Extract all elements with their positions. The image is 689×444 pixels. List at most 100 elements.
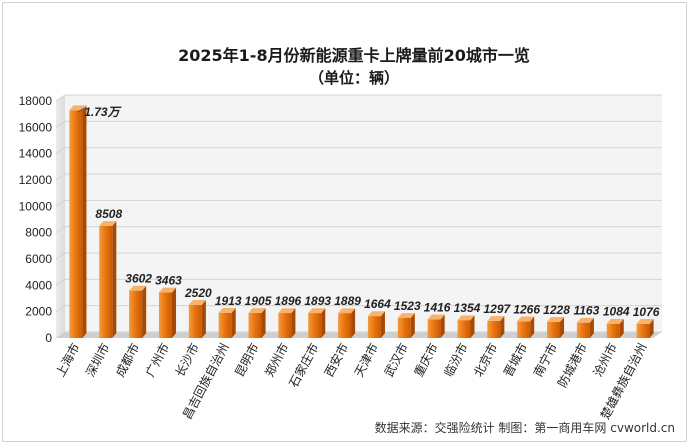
bar-front	[517, 321, 531, 338]
bar-side	[201, 300, 206, 338]
bar-front	[218, 312, 232, 338]
bar-front	[99, 225, 113, 338]
data-label: 1905	[245, 294, 272, 308]
bar-side	[560, 317, 565, 338]
x-tick-label: 沧州市	[590, 340, 620, 379]
data-label: 1896	[275, 294, 302, 308]
label-leader-line	[77, 107, 85, 113]
bar-front	[547, 321, 561, 338]
bar	[218, 308, 236, 338]
x-tick-label: 长沙市	[172, 340, 202, 379]
bar-side	[261, 308, 266, 338]
data-label: 8508	[95, 207, 122, 221]
x-tick-label: 武汉市	[381, 340, 411, 379]
bar-front	[69, 110, 83, 338]
grid-line	[55, 147, 662, 155]
bar-side	[112, 221, 117, 338]
x-tick-label: 郑州市	[261, 340, 291, 379]
bar	[188, 300, 206, 338]
bar-top	[457, 315, 475, 321]
bar-top	[278, 308, 296, 314]
bar-side	[470, 315, 475, 338]
bar-top	[397, 313, 415, 318]
bar-top	[248, 308, 266, 313]
y-tick-label: 4000	[25, 278, 52, 292]
data-label: 1354	[454, 301, 481, 315]
bar-side	[410, 313, 415, 338]
data-label: 1163	[573, 304, 599, 318]
y-tick-label: 12000	[19, 173, 53, 187]
data-label: 2520	[184, 286, 212, 300]
bar-side	[500, 316, 505, 338]
grid-line	[55, 252, 662, 260]
bar	[457, 315, 475, 338]
bar-side	[231, 308, 236, 338]
x-tick-label: 西安市	[321, 340, 351, 379]
bar-top	[188, 300, 206, 305]
data-label: 1297	[483, 302, 511, 316]
bar	[69, 105, 87, 339]
bar	[158, 287, 177, 338]
grid-line	[55, 199, 662, 207]
x-tick-label: 昆明市	[232, 340, 262, 379]
y-tick-label: 10000	[19, 199, 53, 213]
bar-front	[367, 316, 381, 338]
bar-front	[397, 317, 411, 338]
bar-side	[142, 285, 147, 338]
data-label: 3463	[155, 273, 182, 287]
bar	[338, 308, 356, 338]
bars	[69, 105, 654, 339]
grid-line	[55, 120, 662, 128]
plot-side-wall	[56, 95, 65, 338]
data-label: 1.73万	[84, 105, 121, 119]
bar	[248, 308, 266, 338]
bar-front	[457, 320, 471, 338]
x-tick-label: 南宁市	[530, 340, 560, 379]
bar-side	[291, 308, 296, 338]
data-label: 3602	[125, 272, 152, 286]
x-tick-label: 重庆市	[411, 340, 441, 379]
bar	[547, 317, 565, 338]
x-tick-label: 临汾市	[440, 340, 470, 379]
grid-line	[55, 226, 662, 234]
bar-top	[427, 314, 445, 320]
bar	[427, 314, 445, 338]
y-tick-label: 6000	[25, 252, 52, 266]
x-tick-label: 广州市	[142, 340, 172, 379]
data-label: 1084	[603, 305, 630, 319]
bar	[397, 313, 415, 338]
bar-top	[367, 311, 385, 317]
bar-front	[427, 319, 441, 338]
data-label: 1889	[334, 294, 361, 308]
data-label: 1266	[513, 302, 540, 316]
y-tick-label: 8000	[25, 226, 52, 240]
bar-front	[308, 313, 322, 338]
y-axis-ticks: 0 2000 4000 6000 8000 10000 12000 14000 16000 180…	[19, 94, 53, 345]
y-tick-label: 0	[45, 331, 52, 345]
data-label: 1664	[364, 297, 391, 311]
bar-front	[158, 292, 172, 338]
bar	[278, 308, 296, 338]
y-tick-label: 2000	[25, 305, 52, 319]
x-tick-label: 成都市	[112, 340, 142, 379]
grid-line	[55, 173, 662, 181]
bar-front	[576, 322, 590, 338]
chart-title: 2025年1-8月份新能源重卡上牌量前20城市一览	[178, 46, 530, 65]
bar-side	[321, 308, 326, 338]
bar-top	[129, 285, 147, 291]
bar-top	[606, 318, 624, 324]
bar-chart: 2025年1-8月份新能源重卡上牌量前20城市一览 （单位：辆） 0 2000 40…	[19, 46, 675, 435]
bar-front	[487, 320, 501, 338]
data-label: 1523	[394, 299, 421, 313]
bar-side	[380, 311, 385, 338]
bar	[308, 308, 326, 338]
bar-side	[351, 308, 356, 338]
bar-side	[589, 317, 594, 338]
y-tick-label: 18000	[19, 94, 53, 108]
bar-top	[487, 316, 505, 321]
bar-front	[636, 323, 650, 338]
x-tick-label: 深圳市	[82, 340, 112, 379]
